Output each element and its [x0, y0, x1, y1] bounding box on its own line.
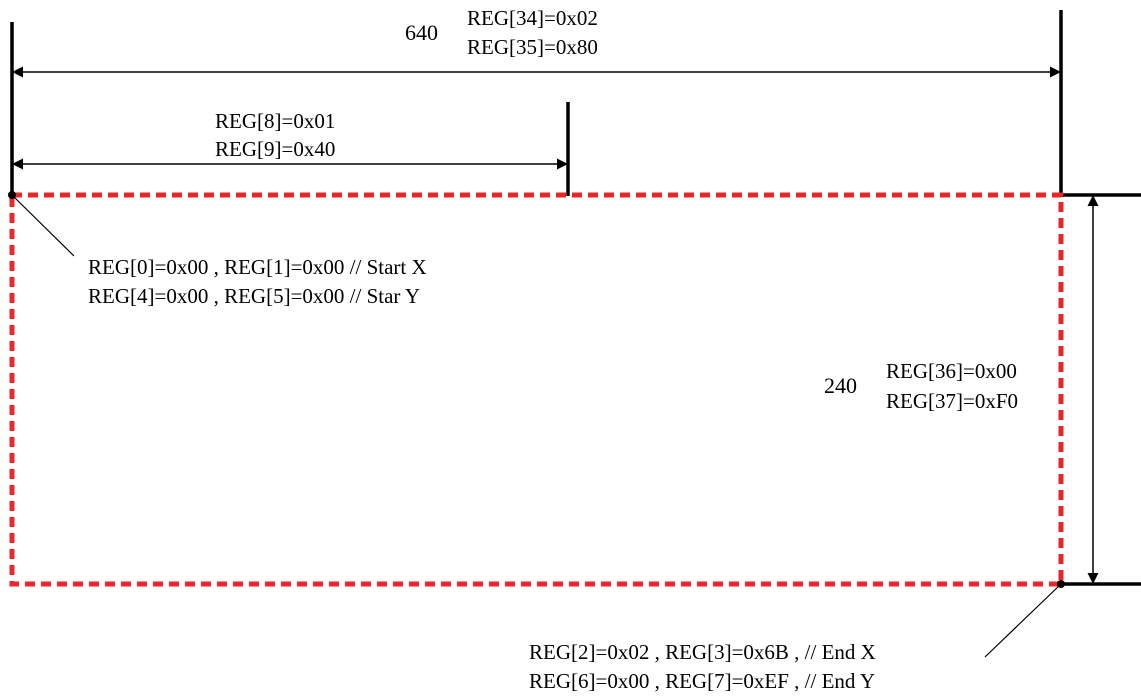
total-width-value: 640 [405, 20, 438, 45]
end-point-leader [984, 583, 1062, 658]
start-point-x-label: REG[0]=0x00 , REG[1]=0x00 // Start X [88, 255, 427, 279]
total-width-reg-high: REG[34]=0x02 [467, 6, 598, 30]
total-width-reg-low: REG[35]=0x80 [467, 35, 598, 59]
display-window-outline [9, 192, 1064, 587]
end-point-x-label: REG[2]=0x02 , REG[3]=0x6B , // End X [529, 640, 876, 664]
total-height-reg-low: REG[37]=0xF0 [886, 389, 1018, 413]
total-height-value: 240 [824, 373, 857, 398]
window-width-reg-high: REG[8]=0x01 [215, 109, 335, 133]
window-width-reg-low: REG[9]=0x40 [215, 137, 335, 161]
start-point-y-label: REG[4]=0x00 , REG[5]=0x00 // Star Y [88, 284, 420, 308]
start-point-leader [11, 194, 75, 257]
end-point-y-label: REG[6]=0x00 , REG[7]=0xEF , // End Y [529, 669, 875, 693]
total-height-reg-high: REG[36]=0x00 [886, 359, 1017, 383]
